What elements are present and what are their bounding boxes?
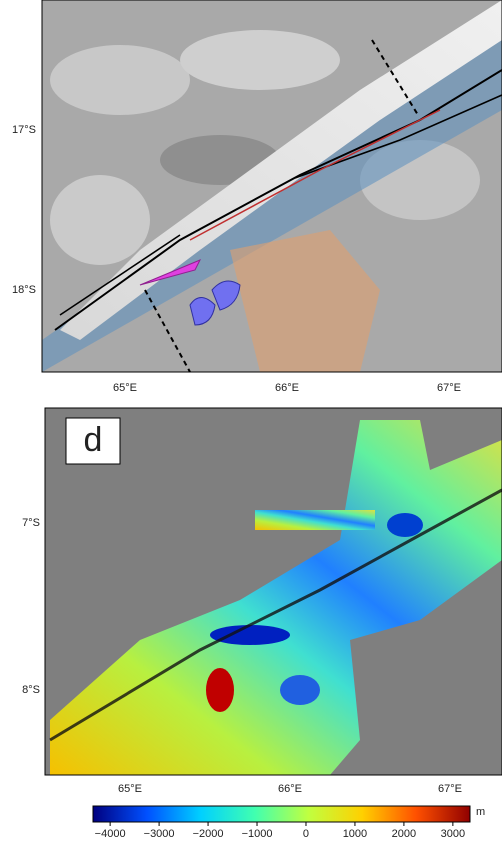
colorbar: −4000 −3000 −2000 −1000 0 1000 2000 3000 [93,806,470,840]
colorbar-tick-label: −1000 [242,828,273,840]
page: 17°S 18°S 65°E 66°E 67°E d 7°S 8°S 65°E … [0,0,502,843]
lat-label: 17°S [12,124,36,136]
colorbar-tick-label: 0 [303,828,309,840]
lon-label: 65°E [113,382,137,394]
lon-label: 67°E [438,783,462,795]
lon-label: 66°E [278,783,302,795]
lon-label: 66°E [275,382,299,394]
colorbar-tick-label: −2000 [193,828,224,840]
colorbar-bar [93,806,470,822]
lon-label: 65°E [118,783,142,795]
lat-label: 18°S [12,284,36,296]
colorbar-tick-label: 3000 [441,828,465,840]
colorbar-tick-label: 2000 [392,828,416,840]
figure: 17°S 18°S 65°E 66°E 67°E d 7°S 8°S 65°E … [0,0,502,843]
colorbar-unit: m [476,806,485,818]
colorbar-tick-label: −3000 [144,828,175,840]
lat-label: 7°S [22,517,40,529]
colorbar-tick-label: −4000 [95,828,126,840]
top-map [42,0,502,372]
lon-label: 67°E [437,382,461,394]
panel-label: d [84,421,103,459]
colorbar-tick-label: 1000 [343,828,367,840]
lat-label: 8°S [22,684,40,696]
